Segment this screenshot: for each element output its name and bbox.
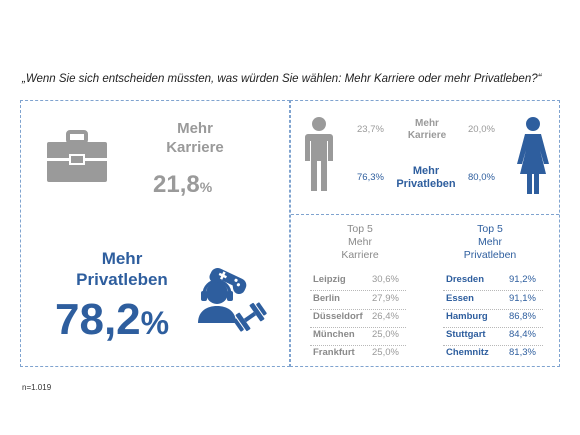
right-panel-frame (290, 100, 560, 367)
privat-value-2: 91,1% (509, 293, 536, 304)
right-panel-divider (291, 214, 559, 215)
gender-karriere-label-line1: Mehr (415, 118, 439, 129)
sample-size-note: n=1.019 (22, 383, 52, 392)
gender-privat-label-line2: Privatleben (396, 178, 456, 190)
dumbbell-icon (232, 302, 268, 337)
male-icon (304, 116, 334, 197)
survey-question: „Wenn Sie sich entscheiden müssten, was … (22, 73, 542, 85)
karriere-city-5: Frankfurt (313, 347, 355, 358)
privat-city-2: Essen (446, 293, 474, 304)
left-panel-frame (20, 100, 290, 367)
karriere-city-4: München (313, 329, 355, 340)
karriere-row-divider (310, 290, 406, 291)
karriere-total-percent-sign: % (199, 179, 213, 195)
gender-karriere-label-line2: Karriere (407, 130, 447, 141)
privat-total-number: 78,2 (55, 295, 141, 344)
karriere-label-line2: Karriere (166, 139, 224, 156)
karriere-row-divider (310, 309, 406, 310)
karriere-value-3: 26,4% (372, 311, 399, 322)
gamepad-icon (208, 265, 248, 302)
karriere-city-3: Düsseldorf (313, 311, 363, 322)
privat-value-4: 84,4% (509, 329, 536, 340)
top5-karriere-title-line1: Top 5 (347, 223, 373, 235)
privat-city-4: Stuttgart (446, 329, 486, 340)
privat-row-divider (443, 290, 543, 291)
privat-value-1: 91,2% (509, 274, 536, 285)
karriere-value-4: 25,0% (372, 329, 399, 340)
privat-value-5: 81,3% (509, 347, 536, 358)
karriere-value-2: 27,9% (372, 293, 399, 304)
privat-value-3: 86,8% (509, 311, 536, 322)
privat-city-5: Chemnitz (446, 347, 489, 358)
privat-label-line2: Privatleben (76, 270, 168, 289)
karriere-city-2: Berlin (313, 293, 340, 304)
top5-privat-title-line1: Top 5 (477, 223, 503, 235)
privat-total-percent-sign: % (140, 305, 170, 341)
gender-privat-label-line1: Mehr (412, 165, 440, 177)
female-privat-value: 80,0% (468, 172, 495, 183)
privat-city-3: Hamburg (446, 311, 488, 322)
top5-privat-title-line2: Mehr (478, 236, 502, 248)
top5-privat-title-line3: Privatleben (463, 249, 517, 261)
karriere-label-line1: Mehr (177, 120, 213, 137)
karriere-total-number: 21,8 (153, 171, 200, 198)
gamer-headset-icon (196, 276, 238, 329)
female-karriere-value: 20,0% (468, 124, 495, 135)
female-icon (516, 116, 550, 201)
top5-karriere-title-line3: Karriere (341, 249, 379, 261)
privat-row-divider (443, 327, 543, 328)
privat-label-line1: Mehr (101, 249, 143, 268)
male-privat-value: 76,3% (357, 172, 384, 183)
toolbox-icon (44, 128, 110, 191)
privat-row-divider (443, 309, 543, 310)
karriere-value-5: 25,0% (372, 347, 399, 358)
karriere-row-divider (310, 345, 406, 346)
karriere-row-divider (310, 327, 406, 328)
top5-karriere-title-line2: Mehr (348, 236, 372, 248)
karriere-value-1: 30,6% (372, 274, 399, 285)
male-karriere-value: 23,7% (357, 124, 384, 135)
privat-total-value: 78,2% (55, 294, 169, 349)
karriere-total-value: 21,8% (153, 171, 212, 199)
privat-row-divider (443, 345, 543, 346)
privat-city-1: Dresden (446, 274, 485, 285)
karriere-city-1: Leipzig (313, 274, 346, 285)
